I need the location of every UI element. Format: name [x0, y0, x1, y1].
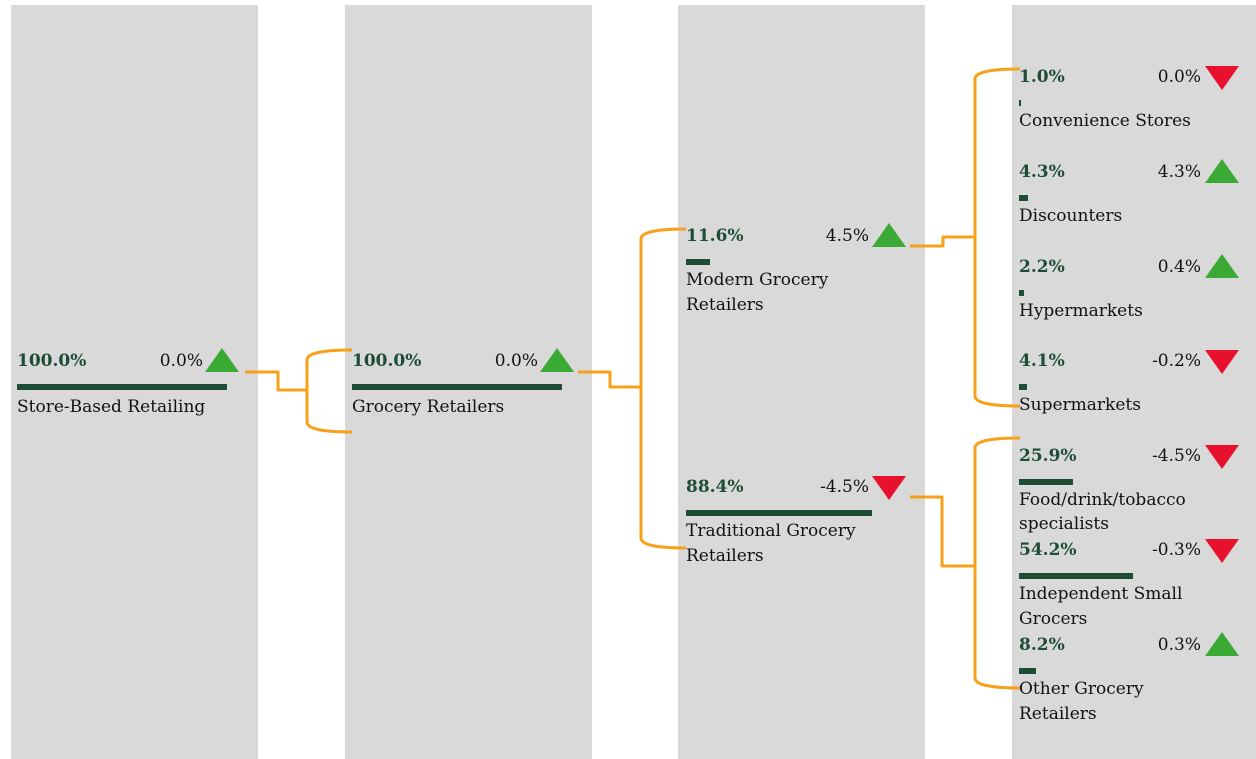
share-value: 25.9%	[1019, 446, 1077, 466]
growth-value: 0.0%	[494, 351, 538, 371]
growth-value: 4.5%	[825, 226, 869, 246]
share-value: 88.4%	[686, 477, 744, 497]
node-label: Supermarkets	[1019, 395, 1141, 415]
share-value: 8.2%	[1019, 635, 1065, 655]
up-arrow-icon	[872, 223, 906, 247]
node-food-drink-tobacco-specialists[interactable]: 25.9% -4.5% Food/drink/tobacco specialis…	[1019, 445, 1243, 540]
node-label: Convenience Stores	[1019, 111, 1191, 131]
share-value: 2.2%	[1019, 257, 1065, 277]
share-value: 100.0%	[352, 351, 422, 371]
node-label: Store-Based Retailing	[17, 397, 206, 417]
share-bar	[686, 510, 872, 516]
node-label-line-1: Traditional Grocery	[686, 521, 856, 541]
node-convenience-stores[interactable]: 1.0% 0.0% Convenience Stores	[1019, 66, 1243, 136]
node-discounters[interactable]: 4.3% 4.3% Discounters	[1019, 159, 1243, 231]
node-traditional-grocery-retailers[interactable]: 88.4% -4.5% Traditional Grocery Retailer…	[686, 476, 911, 571]
share-bar	[352, 384, 562, 390]
up-arrow-icon	[1205, 159, 1239, 183]
share-bar	[1019, 195, 1028, 201]
share-bar	[17, 384, 227, 390]
share-bar	[1019, 668, 1036, 674]
node-grocery-retailers[interactable]: 100.0% 0.0% Grocery Retailers	[352, 348, 580, 420]
growth-value: 0.3%	[1157, 635, 1201, 655]
growth-value: 0.0%	[159, 351, 203, 371]
node-label: Hypermarkets	[1019, 301, 1143, 321]
growth-value: -4.5%	[1152, 446, 1201, 466]
node-hypermarkets[interactable]: 2.2% 0.4% Hypermarkets	[1019, 254, 1243, 326]
share-bar	[1019, 479, 1073, 485]
up-arrow-icon	[1205, 632, 1239, 656]
column-level-1	[11, 5, 258, 759]
down-arrow-icon	[1205, 445, 1239, 469]
node-label-line-1: Independent Small	[1019, 584, 1183, 604]
node-label-line-2: Grocers	[1019, 609, 1088, 629]
node-label-line-1: Food/drink/tobacco	[1019, 490, 1186, 510]
node-label: Grocery Retailers	[352, 397, 505, 417]
node-other-grocery-retailers[interactable]: 8.2% 0.3% Other Grocery Retailers	[1019, 632, 1243, 729]
growth-value: -0.3%	[1152, 540, 1201, 560]
column-level-2	[345, 5, 592, 759]
node-label-line-2: specialists	[1019, 514, 1109, 534]
column-level-3	[678, 5, 925, 759]
share-value: 4.1%	[1019, 351, 1065, 371]
node-store-based-retailing[interactable]: 100.0% 0.0% Store-Based Retailing	[17, 348, 245, 420]
growth-value: 0.4%	[1157, 257, 1201, 277]
node-label-line-2: Retailers	[686, 295, 764, 315]
share-value: 100.0%	[17, 351, 87, 371]
up-arrow-icon	[205, 348, 239, 372]
share-bar	[686, 259, 710, 265]
growth-value: 4.3%	[1157, 162, 1201, 182]
share-value: 54.2%	[1019, 540, 1077, 560]
share-bar	[1019, 100, 1021, 106]
growth-value: 0.0%	[1157, 67, 1201, 87]
share-value: 4.3%	[1019, 162, 1065, 182]
node-modern-grocery-retailers[interactable]: 11.6% 4.5% Modern Grocery Retailers	[686, 223, 911, 320]
down-arrow-icon	[1205, 539, 1239, 563]
share-bar	[1019, 290, 1024, 296]
growth-value: -0.2%	[1152, 351, 1201, 371]
share-bar	[1019, 573, 1133, 579]
growth-value: -4.5%	[820, 477, 869, 497]
down-arrow-icon	[872, 476, 906, 500]
down-arrow-icon	[1205, 350, 1239, 374]
node-label-line-2: Retailers	[1019, 704, 1097, 724]
node-label-line-1: Other Grocery	[1019, 679, 1144, 699]
node-supermarkets[interactable]: 4.1% -0.2% Supermarkets	[1019, 350, 1243, 420]
up-arrow-icon	[540, 348, 574, 372]
share-bar	[1019, 384, 1027, 390]
down-arrow-icon	[1205, 66, 1239, 90]
up-arrow-icon	[1205, 254, 1239, 278]
node-label: Discounters	[1019, 206, 1123, 226]
node-label-line-2: Retailers	[686, 546, 764, 566]
node-independent-small-grocers[interactable]: 54.2% -0.3% Independent Small Grocers	[1019, 539, 1243, 634]
share-value: 1.0%	[1019, 67, 1065, 87]
node-label-line-1: Modern Grocery	[686, 270, 829, 290]
share-value: 11.6%	[686, 226, 744, 246]
